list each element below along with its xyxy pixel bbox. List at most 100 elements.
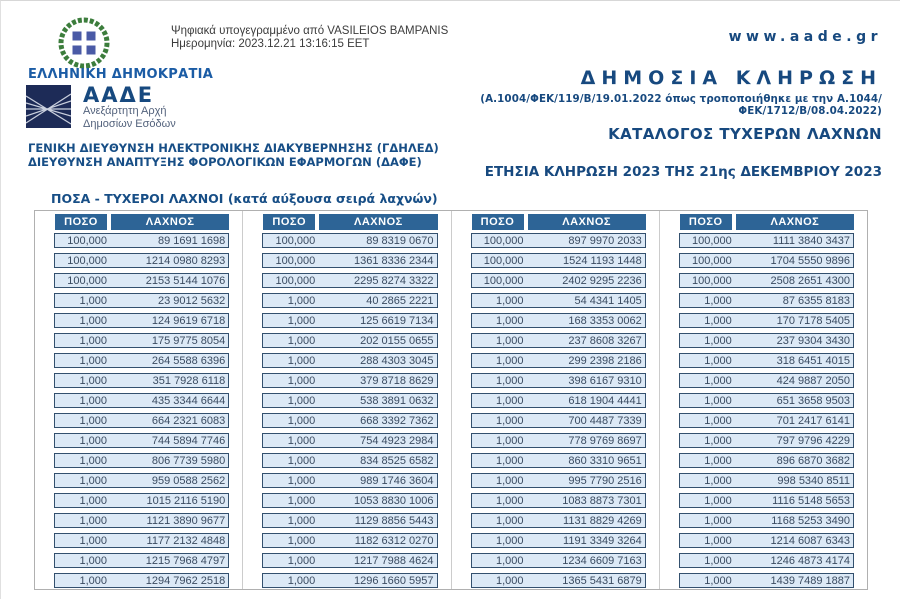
table-row: 1,000 896 6870 3682 [678, 453, 854, 468]
row-amount: 1,000 [704, 514, 732, 527]
row-amount: 1,000 [495, 414, 524, 427]
row-lottery-number: 1365 5431 6879 [562, 574, 642, 587]
row-lottery-number: 175 9775 8054 [151, 334, 226, 347]
row-lottery-number: 288 4303 3045 [360, 354, 434, 367]
row-lottery-number: 40 2865 2221 [366, 294, 434, 307]
row-amount: 1,000 [704, 434, 732, 447]
row-amount: 1,000 [704, 354, 732, 367]
row-amount: 1,000 [287, 394, 316, 407]
row-lottery-number: 1294 7962 2518 [145, 574, 226, 587]
row-amount: 1,000 [287, 454, 316, 467]
row-amount: 1,000 [287, 514, 316, 527]
table-row: 1,000 1215 7968 4797 [54, 553, 230, 568]
row-lottery-number: 87 6355 8183 [782, 294, 850, 307]
row-amount: 1,000 [287, 554, 316, 567]
table-row: 1,000 299 2398 2186 [470, 353, 646, 368]
table-row: 1,000 170 7178 5405 [678, 313, 854, 328]
row-amount: 1,000 [704, 574, 732, 587]
table-row: 100,000 2153 5144 1076 [54, 273, 230, 288]
row-lottery-number: 1217 7988 4624 [353, 554, 434, 567]
row-lottery-number: 2153 5144 1076 [145, 274, 226, 287]
row-lottery-number: 54 4341 1405 [574, 294, 642, 307]
table-row: 100,000 1111 3840 3437 [678, 233, 854, 248]
table-row: 1,000 1296 1660 5957 [262, 573, 438, 588]
annual-draw-line: ΕΤΗΣΙΑ ΚΛΗΡΩΣΗ 2023 ΤΗΣ 21ης ΔΕΚΕΜΒΡΙΟΥ … [484, 164, 882, 180]
table-group: ΠΟΣΟ ΛΑΧΝΟΣ 100,000 897 9970 2033 100,000 152… [452, 211, 660, 589]
agency-acronym: ΑΑΔΕ [83, 83, 155, 107]
row-lottery-number: 618 1904 4441 [568, 394, 642, 407]
website-text: www.aade.gr [728, 29, 882, 45]
table-row: 1,000 1121 3890 9677 [54, 513, 230, 528]
table-row: 100,000 897 9970 2033 [470, 233, 646, 248]
row-amount: 100,000 [67, 274, 107, 287]
table-row: 1,000 202 0155 0655 [262, 333, 438, 348]
row-lottery-number: 754 4923 2984 [360, 434, 434, 447]
table-row: 1,000 778 9769 8697 [470, 433, 646, 448]
row-lottery-number: 1182 6312 0270 [354, 534, 434, 547]
row-amount: 1,000 [79, 394, 107, 407]
row-lottery-number: 435 3344 6644 [151, 394, 226, 407]
row-amount: 1,000 [704, 534, 732, 547]
table-row: 1,000 1294 7962 2518 [54, 573, 230, 588]
row-amount: 1,000 [79, 574, 107, 587]
lottery-results-table: ΠΟΣΟ ΛΑΧΝΟΣ 100,000 89 1691 1698 100,000 1214… [34, 210, 868, 590]
row-amount: 1,000 [495, 394, 524, 407]
table-row: 1,000 87 6355 8183 [678, 293, 854, 308]
table-row: 1,000 1234 6609 7163 [470, 553, 646, 568]
row-lottery-number: 995 7790 2516 [568, 474, 642, 487]
row-lottery-number: 700 4487 7339 [568, 414, 642, 427]
row-amount: 1,000 [79, 374, 107, 387]
table-row: 1,000 1053 8830 1006 [262, 493, 438, 508]
table-row: 100,000 89 1691 1698 [54, 233, 230, 248]
row-lottery-number: 538 3891 0632 [360, 394, 434, 407]
table-row: 1,000 1191 3349 3264 [470, 533, 646, 548]
table-row: 1,000 860 3310 9651 [470, 453, 646, 468]
row-amount: 1,000 [495, 574, 524, 587]
table-row: 1,000 651 3658 9503 [678, 393, 854, 408]
row-lottery-number: 1111 3840 3437 [772, 234, 850, 247]
row-amount: 1,000 [79, 414, 107, 427]
row-amount: 100,000 [691, 234, 732, 247]
row-lottery-number: 1214 0980 8293 [145, 254, 226, 267]
row-lottery-number: 797 9796 4229 [776, 434, 850, 447]
row-amount: 1,000 [495, 354, 524, 367]
row-lottery-number: 668 3392 7362 [360, 414, 434, 427]
table-row: 1,000 23 9012 5632 [54, 293, 230, 308]
table-row: 1,000 1083 8873 7301 [470, 493, 646, 508]
column-header-amount: ΠΟΣΟ [263, 214, 316, 230]
row-lottery-number: 1704 5550 9896 [770, 254, 850, 267]
table-row: 100,000 2402 9295 2236 [470, 273, 646, 288]
row-lottery-number: 351 7928 6118 [152, 374, 226, 387]
row-lottery-number: 168 3353 0062 [568, 314, 642, 327]
table-group-header: ΠΟΣΟ ΛΑΧΝΟΣ [471, 214, 646, 230]
row-lottery-number: 896 6870 3682 [776, 454, 850, 467]
row-lottery-number: 959 0588 2562 [151, 474, 226, 487]
table-row: 1,000 124 9619 6718 [54, 313, 230, 328]
row-amount: 1,000 [287, 414, 316, 427]
row-amount: 100,000 [691, 274, 732, 287]
row-amount: 1,000 [704, 374, 732, 387]
row-lottery-number: 1439 7489 1887 [770, 574, 850, 587]
column-header-amount: ΠΟΣΟ [55, 214, 107, 230]
row-lottery-number: 318 6451 4015 [776, 354, 850, 367]
row-lottery-number: 860 3310 9651 [568, 454, 642, 467]
row-amount: 1,000 [495, 334, 524, 347]
row-lottery-number: 1296 1660 5957 [353, 574, 434, 587]
table-row: 1,000 1116 5148 5653 [678, 493, 854, 508]
row-lottery-number: 989 1746 3604 [360, 474, 434, 487]
agency-subtitle: Ανεξάρτητη Αρχή Δημοσίων Εσόδων [83, 105, 176, 130]
republic-title: ΕΛΛΗΝΙΚΗ ΔΗΜΟΚΡΑΤΙΑ [28, 67, 214, 82]
legal-reference: (Α.1004/ΦΕΚ/119/Β/19.01.2022 όπως τροποπ… [480, 93, 882, 117]
table-group-header: ΠΟΣΟ ΛΑΧΝΟΣ [55, 214, 230, 230]
row-amount: 1,000 [287, 474, 316, 487]
row-amount: 1,000 [495, 374, 524, 387]
row-amount: 1,000 [495, 434, 524, 447]
table-row: 1,000 1365 5431 6879 [470, 573, 646, 588]
row-amount: 100,000 [275, 254, 316, 267]
row-amount: 1,000 [287, 354, 316, 367]
table-row: 1,000 959 0588 2562 [54, 473, 230, 488]
table-row: 1,000 1214 6087 6343 [678, 533, 854, 548]
table-row: 1,000 424 9887 2050 [678, 373, 854, 388]
row-amount: 100,000 [275, 274, 316, 287]
table-row: 100,000 1361 8336 2344 [262, 253, 438, 268]
